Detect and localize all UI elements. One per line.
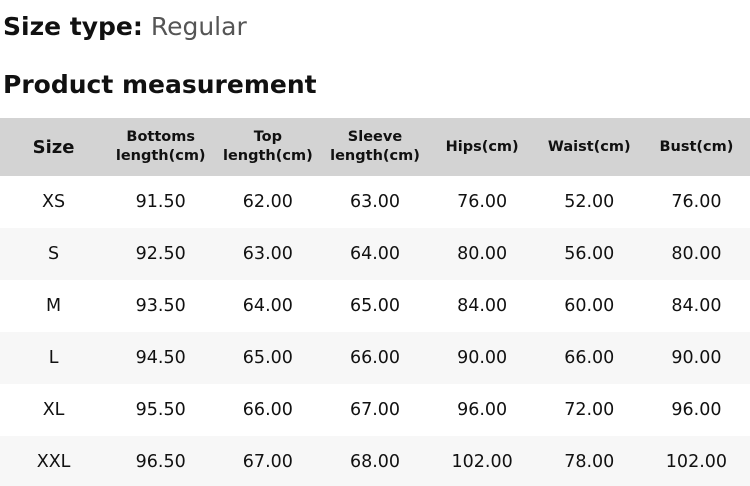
measurement-cell: 94.50 <box>135 348 186 368</box>
measurement-cell: 96.00 <box>671 400 722 420</box>
measurement-cell: 96.00 <box>457 400 508 420</box>
measurement-cell: 102.00 <box>665 452 728 472</box>
measurement-cell: 76.00 <box>457 192 508 212</box>
size-cell: L <box>48 348 59 368</box>
measurement-cell: 92.50 <box>135 244 186 264</box>
size-cell: S <box>48 244 60 264</box>
measurement-cell: 56.00 <box>564 244 615 264</box>
measurement-cell: 91.50 <box>135 192 186 212</box>
measurement-cell: 93.50 <box>135 296 186 316</box>
measurement-cell: 90.00 <box>671 348 722 368</box>
measurement-cell: 64.00 <box>242 296 293 316</box>
measurement-cell: 66.00 <box>242 400 293 420</box>
page-title: Product measurement <box>3 70 317 99</box>
column-header-top-length: Top length(cm) <box>222 129 313 164</box>
column-header-size: Size <box>32 136 75 158</box>
measurement-cell: 66.00 <box>349 348 401 368</box>
measurement-cell: 72.00 <box>564 400 615 420</box>
measurement-cell: 80.00 <box>671 244 722 264</box>
measurement-cell: 62.00 <box>242 192 293 212</box>
measurement-cell: 66.00 <box>564 348 615 368</box>
column-header-bust: Bust(cm) <box>659 138 734 155</box>
column-header-hips: Hips(cm) <box>445 138 519 155</box>
measurement-cell: 90.00 <box>457 348 508 368</box>
size-type-line: Size type: Regular <box>3 12 750 42</box>
size-cell: XXL <box>36 452 71 472</box>
measurement-cell: 102.00 <box>451 452 513 472</box>
measurement-cell: 84.00 <box>457 296 508 316</box>
measurement-cell: 68.00 <box>349 452 401 472</box>
measurement-cell: 95.50 <box>135 400 186 420</box>
measurement-cell: 60.00 <box>564 296 615 316</box>
measurement-cell: 52.00 <box>564 192 615 212</box>
measurement-cell: 65.00 <box>242 348 293 368</box>
size-type-label: Size type: <box>3 12 143 41</box>
column-header-bottoms-length: Bottoms length(cm) <box>115 129 206 164</box>
measurement-cell: 64.00 <box>349 244 401 264</box>
measurement-table: Size Bottoms length(cm) Top length(cm) S… <box>0 118 750 486</box>
measurement-cell: 63.00 <box>349 192 401 212</box>
size-cell: XS <box>42 192 66 212</box>
table-row-xxl: XXL 96.50 67.00 68.00 102.00 78.00 102.0… <box>0 436 750 486</box>
size-cell: M <box>46 296 62 316</box>
table-row-l: L 94.50 65.00 66.00 90.00 66.00 90.00 <box>0 332 750 384</box>
size-type-value: Regular <box>150 12 247 41</box>
column-header-waist: Waist(cm) <box>547 138 631 155</box>
measurement-cell: 96.50 <box>135 452 186 472</box>
measurement-cell: 78.00 <box>564 452 615 472</box>
measurement-cell: 63.00 <box>242 244 293 264</box>
measurement-cell: 67.00 <box>349 400 401 420</box>
measurement-cell: 84.00 <box>671 296 722 316</box>
measurement-cell: 76.00 <box>671 192 722 212</box>
column-header-sleeve-length: Sleeve length(cm) <box>330 129 420 164</box>
table-row-m: M 93.50 64.00 65.00 84.00 60.00 84.00 <box>0 280 750 332</box>
table-row-s: S 92.50 63.00 64.00 80.00 56.00 80.00 <box>0 228 750 280</box>
table-row-xs: XS 91.50 62.00 63.00 76.00 52.00 76.00 <box>0 176 750 228</box>
measurement-cell: 65.00 <box>349 296 401 316</box>
size-cell: XL <box>42 400 65 420</box>
measurement-cell: 80.00 <box>457 244 508 264</box>
table-header-row: Size Bottoms length(cm) Top length(cm) S… <box>0 118 750 176</box>
measurement-cell: 67.00 <box>242 452 293 472</box>
table-row-xl: XL 95.50 66.00 67.00 96.00 72.00 96.00 <box>0 384 750 436</box>
